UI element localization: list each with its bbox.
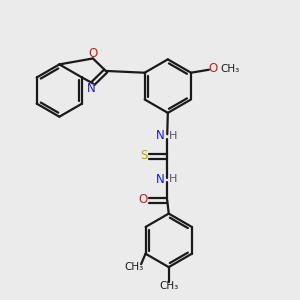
Text: N: N <box>156 173 165 186</box>
Text: CH₃: CH₃ <box>159 281 178 291</box>
Text: CH₃: CH₃ <box>124 262 143 272</box>
Text: O: O <box>209 62 218 75</box>
Text: S: S <box>140 149 147 162</box>
Text: O: O <box>139 193 148 206</box>
Text: N: N <box>156 129 165 142</box>
Text: CH₃: CH₃ <box>220 64 239 74</box>
Text: O: O <box>88 47 98 61</box>
Text: H: H <box>169 174 177 184</box>
Text: N: N <box>87 82 96 95</box>
Text: H: H <box>169 131 177 141</box>
